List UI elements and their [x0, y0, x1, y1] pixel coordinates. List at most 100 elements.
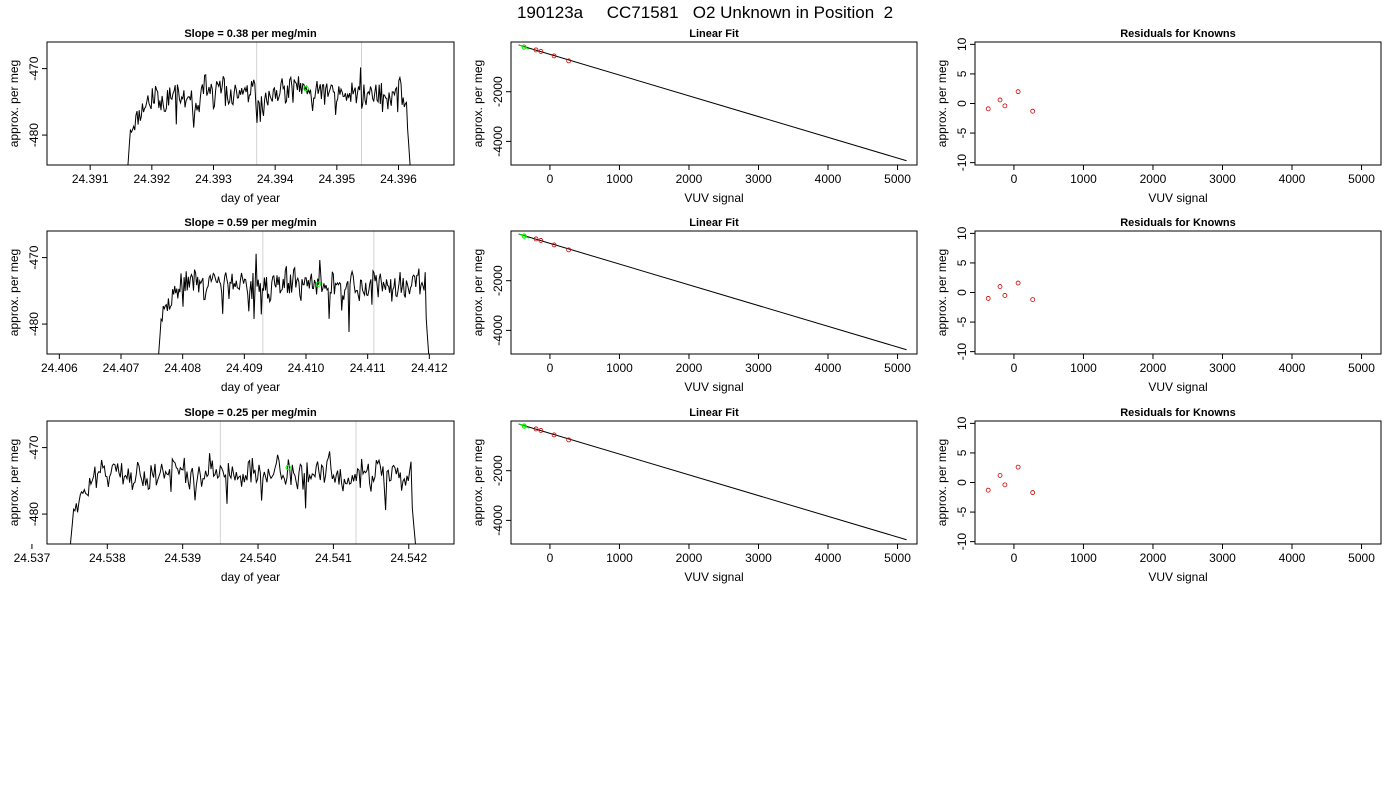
unknown-point — [521, 233, 527, 239]
panel-title: Slope = 0.25 per meg/min — [184, 407, 317, 419]
panel-7: Slope = 0.25 per meg/min 24.537 24.538 24.5… — [7, 407, 455, 584]
plot-frame — [974, 41, 1382, 166]
unknown-mark — [519, 423, 530, 429]
unknown-point — [521, 423, 527, 429]
x-tick-label: 4000 — [815, 361, 842, 375]
x-tick-label: 24.391 — [72, 172, 109, 186]
known-point — [566, 247, 572, 253]
x-tick-label: 1000 — [606, 172, 633, 186]
plot-frame — [510, 230, 918, 355]
plot-frame — [46, 41, 455, 166]
fit-line — [518, 423, 907, 541]
residual-point — [1015, 464, 1021, 470]
x-tick-label: 3000 — [745, 361, 772, 375]
panel-5: Linear Fit 0 1000 2000 3000 4000 5000 -2000 -400… — [471, 217, 918, 394]
x-axis-label: day of year — [221, 191, 280, 205]
x-tick-label: 3000 — [1209, 172, 1236, 186]
x-tick-label: 4000 — [1279, 172, 1306, 186]
plot-frame — [510, 41, 918, 166]
x-tick-label: 1000 — [1070, 551, 1097, 565]
x-axis-label: VUV signal — [684, 570, 743, 584]
residual-point — [1030, 490, 1036, 495]
x-tick-label: 1000 — [1070, 361, 1097, 375]
unknown-mark — [519, 233, 530, 239]
y-tick-label: -10 — [955, 154, 969, 172]
x-tick-label: 24.541 — [315, 551, 352, 565]
fit-line — [518, 44, 907, 162]
y-tick-label: 0 — [955, 289, 969, 296]
y-axis-label: approx. per meg — [7, 60, 21, 147]
x-axis-label: VUV signal — [684, 380, 743, 394]
x-tick-label: 4000 — [1279, 551, 1306, 565]
x-tick-label: 0 — [1011, 361, 1018, 375]
residual-point — [997, 473, 1003, 478]
x-tick-label: 24.412 — [411, 361, 448, 375]
x-tick-label: 24.410 — [288, 361, 325, 375]
residual-point — [985, 296, 991, 301]
known-point — [551, 432, 557, 438]
y-tick-label: 0 — [955, 100, 969, 107]
panel-title: Residuals for Knowns — [1120, 407, 1236, 419]
y-tick-label: -2000 — [491, 76, 505, 107]
known-point — [533, 236, 539, 242]
panel-6: Residuals for Knowns 0 1000 2000 3000 4000 500… — [935, 217, 1382, 394]
y-tick-label: 5 — [955, 70, 969, 77]
x-tick-label: 0 — [1011, 172, 1018, 186]
x-tick-label: 24.539 — [164, 551, 201, 565]
residual-point — [1015, 280, 1021, 286]
y-tick-label: -10 — [955, 343, 969, 361]
y-axis-label: approx. per meg — [471, 249, 485, 336]
plot-frame — [46, 230, 455, 355]
x-tick-label: 24.411 — [350, 361, 386, 375]
x-tick-label: 0 — [547, 551, 554, 565]
y-axis-label: approx. per meg — [935, 439, 949, 526]
panel-title: Residuals for Knowns — [1120, 217, 1236, 229]
x-tick-label: 24.396 — [380, 172, 417, 186]
known-point — [533, 426, 539, 432]
x-tick-label: 24.542 — [390, 551, 427, 565]
y-tick-label: 0 — [955, 479, 969, 486]
plot-frame — [510, 420, 918, 545]
x-axis-label: VUV signal — [1148, 191, 1207, 205]
x-tick-label: 3000 — [745, 551, 772, 565]
unknown-point — [303, 85, 309, 92]
x-tick-label: 5000 — [1348, 551, 1375, 565]
x-tick-label: 5000 — [1348, 361, 1375, 375]
x-tick-label: 3000 — [745, 172, 772, 186]
unknown-point — [315, 281, 322, 287]
x-tick-label: 24.409 — [226, 361, 263, 375]
x-tick-label: 3000 — [1209, 551, 1236, 565]
panel-2: Linear Fit 0 1000 2000 3000 4000 5000 -2000 -400… — [471, 28, 918, 205]
residual-point — [1002, 103, 1008, 109]
residual-point — [997, 284, 1003, 289]
residual-point — [997, 97, 1003, 103]
x-tick-label: 2000 — [1140, 551, 1167, 565]
x-tick-label: 4000 — [815, 551, 842, 565]
x-axis-label: day of year — [221, 570, 280, 584]
y-tick-label: 10 — [955, 37, 969, 51]
y-tick-label: -10 — [955, 533, 969, 551]
plot-marks — [518, 44, 907, 162]
known-point — [551, 53, 557, 59]
x-tick-label: 5000 — [884, 172, 911, 186]
trace-line — [127, 67, 411, 165]
residual-point — [1002, 293, 1008, 298]
x-tick-label: 0 — [1011, 551, 1018, 565]
x-tick-label: 24.540 — [240, 551, 277, 565]
known-point — [566, 437, 572, 443]
panel-9: Residuals for Knowns 0 1000 2000 3000 4000 500… — [935, 407, 1382, 584]
residual-point — [1002, 482, 1008, 488]
panel-title: Residuals for Knowns — [1120, 28, 1236, 40]
y-tick-label: 10 — [955, 226, 969, 240]
known-point — [538, 428, 544, 433]
y-tick-label: -480 — [27, 502, 41, 526]
known-point — [538, 238, 544, 243]
panels: Slope = 0.38 per meg/min 24.391 24.392 24.3… — [7, 28, 1382, 584]
y-tick-label: -5 — [955, 127, 969, 138]
x-tick-label: 1000 — [606, 361, 633, 375]
plot-frame — [46, 420, 455, 545]
panel-4: Slope = 0.59 per meg/min 24.406 24.407 24.4… — [7, 217, 455, 394]
residual-point — [1030, 297, 1036, 302]
